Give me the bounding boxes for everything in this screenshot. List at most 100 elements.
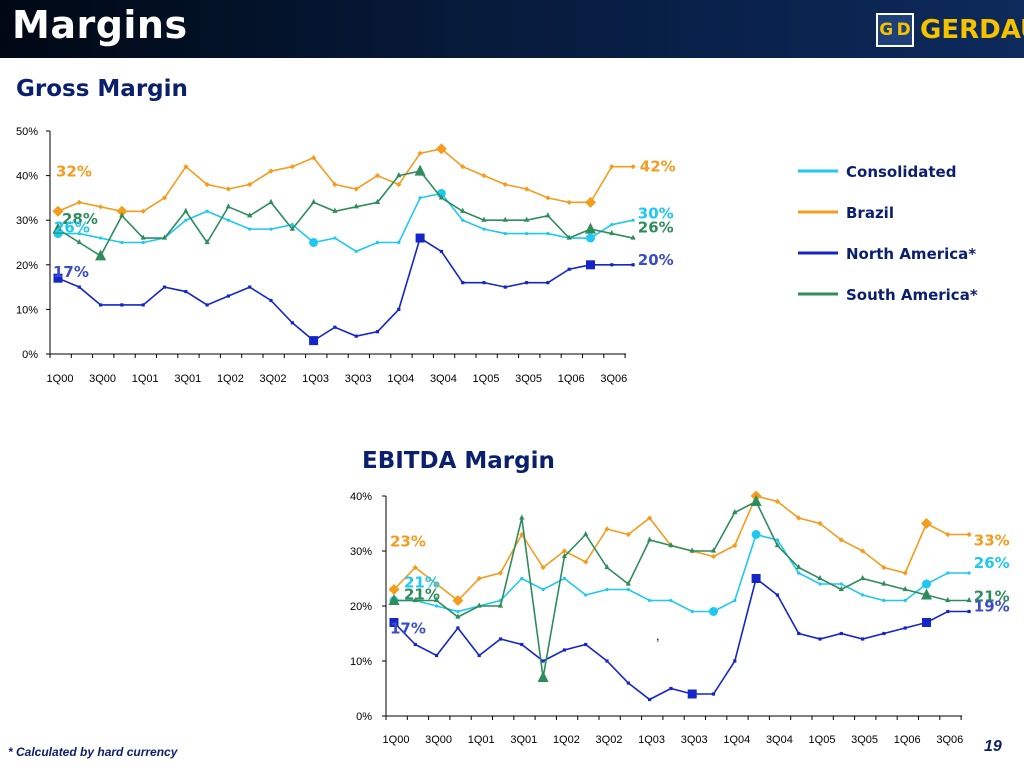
gross-point-south-america bbox=[183, 207, 189, 213]
ebitda-point-brazil bbox=[540, 564, 546, 571]
ebitda-point-consolidated bbox=[818, 582, 822, 586]
ebitda-data-label: 26% bbox=[974, 554, 1010, 572]
ebitda-point-north-america bbox=[477, 653, 481, 658]
ebitda-point-south-america bbox=[838, 585, 844, 592]
ebitda-point-south-america bbox=[796, 563, 802, 570]
gross-point-consolidated bbox=[546, 231, 550, 236]
ebitda-point-south-america bbox=[817, 574, 823, 581]
gross-x-tick-label: 1Q04 bbox=[387, 373, 414, 385]
ebitda-point-brazil bbox=[647, 515, 653, 521]
ebitda-point-south-america bbox=[412, 596, 418, 603]
gross-x-tick-label: 3Q02 bbox=[260, 373, 287, 385]
ebitda-x-tick-label: 3Q01 bbox=[510, 734, 537, 746]
ebitda-point-consolidated bbox=[435, 604, 439, 608]
gross-point-south-america bbox=[438, 194, 444, 200]
slide-header: Margins G D GERDAU bbox=[0, 0, 1024, 58]
ebitda-data-label: 21% bbox=[974, 588, 1010, 606]
gross-point-north-america bbox=[333, 325, 337, 329]
ebitda-highlight-consolidated bbox=[751, 530, 761, 539]
gross-point-brazil bbox=[204, 181, 210, 188]
ebitda-x-tick-label: 1Q00 bbox=[383, 734, 410, 746]
gross-point-consolidated bbox=[333, 236, 337, 240]
ebitda-point-brazil bbox=[561, 548, 567, 554]
ebitda-data-label: 23% bbox=[390, 533, 426, 551]
gross-line-south-america bbox=[57, 170, 634, 258]
ebitda-point-consolidated bbox=[839, 582, 843, 586]
ebitda-x-tick-label: 3Q00 bbox=[425, 734, 452, 746]
ebitda-data-label: 33% bbox=[974, 532, 1010, 550]
gross-point-north-america bbox=[248, 285, 252, 289]
gross-point-south-america bbox=[481, 216, 487, 222]
ebitda-point-south-america bbox=[668, 541, 674, 548]
ebitda-point-north-america bbox=[669, 686, 673, 691]
ebitda-point-brazil bbox=[945, 531, 951, 538]
ebitda-point-north-america bbox=[797, 631, 801, 636]
gross-data-label: 32% bbox=[56, 162, 92, 180]
ebitda-point-brazil bbox=[902, 570, 908, 576]
gerdau-logo-mark: G D bbox=[876, 13, 914, 47]
gross-data-label: 17% bbox=[53, 263, 89, 281]
ebitda-point-north-america bbox=[967, 609, 971, 614]
ebitda-point-brazil bbox=[838, 537, 844, 543]
gross-point-south-america bbox=[311, 198, 317, 204]
ebitda-point-consolidated bbox=[946, 571, 950, 575]
ebitda-point-north-america bbox=[775, 593, 779, 597]
gross-point-brazil bbox=[140, 208, 146, 214]
gross-y-tick-label: 20% bbox=[16, 260, 38, 272]
gross-line-brazil bbox=[57, 147, 634, 213]
ebitda-point-brazil bbox=[796, 515, 802, 521]
ebitda-point-south-america bbox=[476, 602, 482, 608]
gross-point-north-america bbox=[631, 263, 635, 267]
ebitda-y-tick-label: 0% bbox=[356, 711, 372, 723]
gross-point-north-america bbox=[162, 285, 167, 289]
gross-point-brazil bbox=[311, 155, 317, 161]
legend-label: North America* bbox=[846, 245, 976, 263]
ebitda-x-tick-label: 1Q06 bbox=[894, 734, 921, 746]
gross-y-tick-label: 10% bbox=[16, 304, 38, 316]
ebitda-point-north-america bbox=[498, 637, 503, 641]
gross-point-south-america bbox=[247, 212, 253, 218]
gross-highlight-south-america bbox=[95, 249, 107, 261]
ebitda-highlight-north-america bbox=[922, 618, 931, 627]
ebitda-x-tick-label: 1Q01 bbox=[468, 734, 495, 746]
ebitda-point-consolidated bbox=[882, 598, 886, 603]
gross-point-south-america bbox=[566, 234, 572, 240]
ebitda-point-north-america bbox=[562, 648, 566, 652]
ebitda-x-tick-label: 1Q02 bbox=[553, 734, 580, 746]
ebitda-data-label: 21% bbox=[404, 574, 440, 592]
ebitda-point-brazil bbox=[625, 531, 631, 538]
gross-x-tick-label: 1Q06 bbox=[558, 373, 585, 385]
gross-data-label: 20% bbox=[638, 251, 674, 269]
gross-point-brazil bbox=[332, 181, 338, 188]
ebitda-point-south-america bbox=[774, 541, 780, 548]
ebitda-point-north-america bbox=[413, 642, 417, 647]
ebitda-point-north-america bbox=[818, 637, 822, 641]
gross-point-brazil bbox=[545, 195, 551, 201]
ebitda-point-brazil bbox=[732, 542, 738, 549]
ebitda-point-south-america bbox=[945, 596, 951, 603]
ebitda-line-consolidated bbox=[394, 533, 970, 613]
ebitda-point-consolidated bbox=[903, 598, 907, 603]
gross-highlight-brazil bbox=[435, 143, 447, 155]
ebitda-point-south-america bbox=[966, 596, 972, 603]
gross-line-consolidated bbox=[58, 192, 634, 253]
ebitda-highlight-south-america bbox=[921, 588, 932, 600]
ebitda-point-brazil bbox=[497, 570, 504, 576]
gross-point-north-america bbox=[546, 281, 550, 285]
gross-x-tick-label: 1Q02 bbox=[217, 373, 244, 385]
gross-highlight-south-america bbox=[585, 222, 596, 234]
gross-point-brazil bbox=[417, 150, 423, 156]
ebitda-point-consolidated bbox=[797, 571, 801, 575]
ebitda-highlight-north-america bbox=[389, 618, 399, 627]
ebitda-x-tick-label: 1Q04 bbox=[723, 734, 750, 746]
ebitda-point-consolidated bbox=[626, 587, 630, 592]
gross-point-consolidated bbox=[375, 240, 380, 245]
gross-point-consolidated bbox=[184, 218, 188, 222]
gross-point-brazil bbox=[247, 181, 253, 188]
ebitda-point-brazil bbox=[434, 581, 440, 587]
gross-point-south-america bbox=[204, 238, 210, 245]
gross-point-south-america bbox=[460, 207, 466, 213]
ebitda-x-tick-label: 3Q06 bbox=[936, 734, 963, 746]
ebitda-point-south-america bbox=[860, 574, 866, 581]
ebitda-x-tick-label: 3Q02 bbox=[596, 734, 623, 746]
